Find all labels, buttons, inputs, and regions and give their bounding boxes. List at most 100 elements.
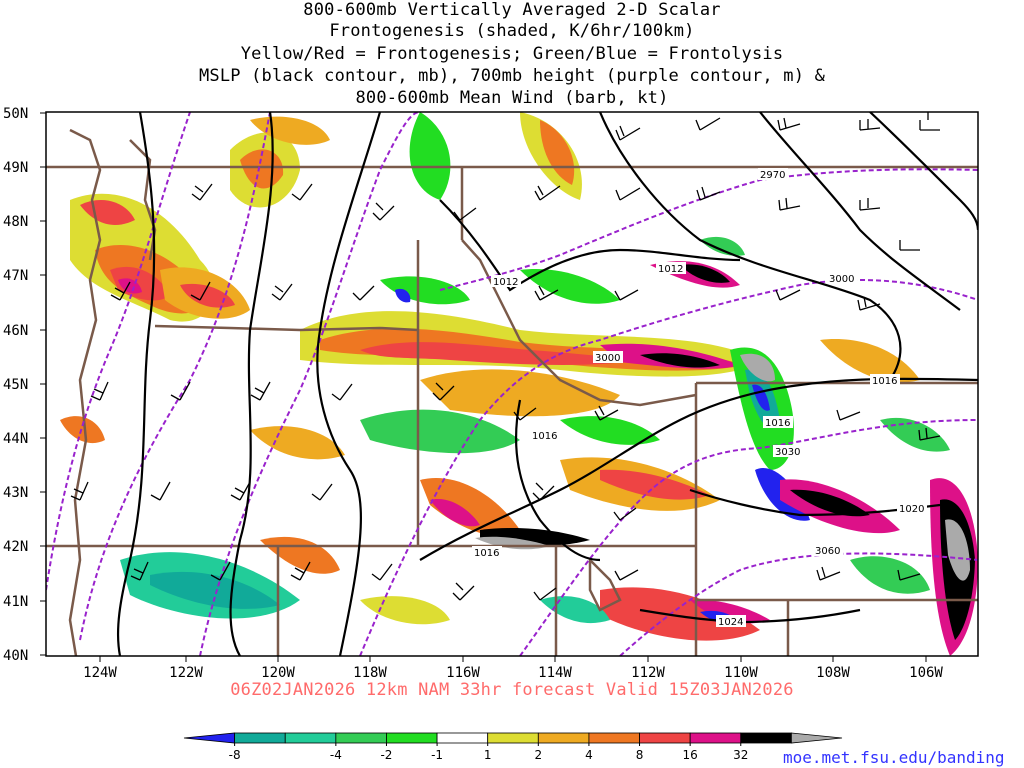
mslp-contours (116, 112, 978, 656)
colorbar-tick-label: 32 (733, 748, 748, 762)
lat-label: 45N (3, 377, 28, 393)
colorbar-swatch (386, 732, 438, 744)
lon-label: 124W (83, 665, 117, 681)
lon-label: 122W (169, 665, 203, 681)
wind-barb (230, 481, 251, 501)
mslp-label: 1020 (899, 504, 924, 515)
height-contours (46, 112, 978, 656)
lon-label: 112W (631, 665, 665, 681)
wind-barb (613, 507, 637, 521)
lat-label: 47N (3, 268, 28, 284)
colorbar-swatch (790, 732, 843, 744)
mslp-contour (598, 112, 902, 381)
credit-url: moe.met.fsu.edu/banding (783, 748, 1005, 767)
height-label: 3030 (775, 447, 800, 458)
wind-barbs (70, 112, 941, 601)
wind-barb (452, 582, 475, 601)
title-line-3: Yellow/Red = Frontogenesis; Green/Blue =… (240, 44, 784, 64)
title-line-1: 800-600mb Vertically Averaged 2-D Scalar (303, 0, 721, 20)
wind-barb (778, 197, 801, 211)
wind-barb (90, 381, 109, 401)
lat-label: 44N (3, 431, 28, 447)
lon-label: 114W (538, 665, 572, 681)
wind-barb (432, 382, 455, 401)
lon-label: 118W (353, 665, 387, 681)
colorbar-swatch (335, 732, 387, 744)
wind-barb (897, 569, 921, 581)
colorbar-swatch (234, 732, 286, 744)
title-line-4: MSLP (black contour, mb), 700mb height (… (198, 66, 826, 86)
mslp-contour (759, 112, 961, 311)
lon-label: 106W (909, 665, 943, 681)
coastline (68, 128, 102, 656)
wind-barb (70, 481, 89, 501)
colorbar-swatch (740, 732, 792, 744)
colorbar-tick-label: 1 (484, 748, 492, 762)
colorbar-swatch (588, 732, 640, 744)
height-label: 3000 (829, 274, 854, 285)
lat-label: 41N (3, 594, 28, 610)
wind-barb (614, 289, 639, 301)
wind-barb (614, 569, 639, 581)
mslp-contour (229, 112, 274, 656)
colorbar-tick-label: -4 (330, 748, 342, 762)
wind-barb (534, 285, 559, 301)
contour-labels: 1012 1012 1016 1016 1016 1016 1020 1024 … (472, 168, 927, 628)
colorbar-swatch (487, 732, 539, 744)
wind-barb (615, 125, 641, 141)
lon-label: 108W (816, 665, 850, 681)
wind-barb (857, 296, 881, 311)
mslp-contour (514, 399, 601, 562)
border-wa-or (154, 324, 419, 332)
great-salt-lake (588, 556, 622, 612)
wind-barb (170, 381, 191, 401)
colorbar-tick-label: -8 (229, 748, 241, 762)
wind-barb (816, 566, 841, 581)
wind-barb (615, 187, 641, 201)
height-contour (619, 552, 978, 656)
wind-barb (352, 285, 375, 301)
title-line-5: 800-600mb Mean Wind (barb, kt) (355, 88, 669, 108)
wind-barb (918, 427, 941, 441)
height-contour (519, 419, 978, 656)
colorbar-tick-label: -1 (431, 748, 443, 762)
wind-barb (150, 481, 171, 501)
wind-barb (594, 405, 619, 421)
lon-label: 116W (446, 665, 480, 681)
mslp-contour (419, 377, 978, 561)
lat-label: 43N (3, 485, 28, 501)
wind-barb (291, 183, 313, 201)
wind-barb (331, 383, 353, 401)
colorbar-swatch (639, 732, 691, 744)
mslp-label: 1016 (765, 418, 790, 429)
colorbar-swatch (689, 732, 742, 744)
wind-barb (777, 117, 801, 131)
wind-barb (372, 202, 395, 221)
colorbar-swatch (537, 732, 590, 744)
map-panel: 1012 1012 1016 1016 1016 1016 1020 1024 … (46, 112, 978, 656)
wind-barb (899, 240, 920, 251)
height-label: 2970 (760, 170, 785, 181)
forecast-subtitle: 06Z02JAN2026 12km NAM 33hr forecast Vali… (230, 680, 794, 700)
mslp-label: 1016 (872, 376, 897, 387)
mslp-label: 1016 (474, 548, 499, 559)
colorbar-tick-label: 4 (585, 748, 593, 762)
wind-barb (775, 289, 801, 301)
wind-barb (250, 381, 271, 401)
mslp-label: 1012 (493, 277, 518, 288)
colorbar-tick-label: 16 (683, 748, 698, 762)
wind-barb (191, 183, 213, 201)
state-borders (46, 128, 978, 656)
wind-barb (836, 409, 861, 421)
wind-barb (130, 561, 149, 581)
height-label: 3060 (815, 546, 840, 557)
wind-barb (859, 119, 881, 131)
lon-label: 110W (724, 665, 758, 681)
shading-layer (60, 112, 978, 656)
wind-barb (371, 563, 393, 581)
height-label: 3000 (595, 353, 620, 364)
wind-barb (533, 587, 557, 601)
lat-label: 50N (3, 106, 28, 122)
lon-label: 120W (261, 665, 295, 681)
mslp-label: 1024 (718, 617, 743, 628)
